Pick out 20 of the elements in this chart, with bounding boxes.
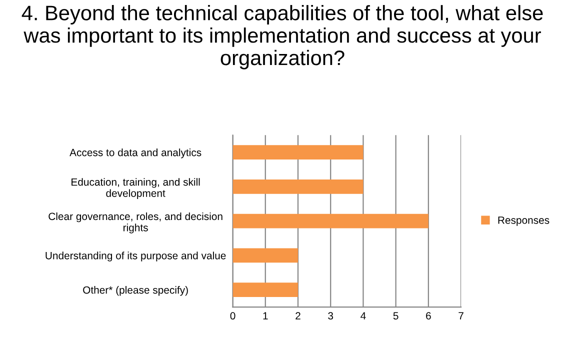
bar [232, 179, 364, 194]
x-tick-label: 4 [360, 312, 366, 320]
legend-label: Responses [498, 216, 550, 226]
y-tick-label: Clear governance, roles, and decision rights [48, 212, 222, 234]
x-tick-label: 5 [393, 312, 398, 320]
bar [232, 145, 364, 160]
bar [232, 214, 428, 228]
x-tick-label: 1 [263, 312, 268, 320]
x-tick-label: 7 [458, 312, 464, 320]
bar [232, 248, 298, 263]
y-tick-label: Understanding of its purpose and value [46, 252, 226, 262]
x-tick-label: 3 [328, 312, 334, 320]
chart-title: 4. Beyond the technical capabilities of the tool, what else was important to its implementation and success at your organization? [22, 5, 543, 70]
bar [232, 282, 298, 298]
x-tick-label: 2 [296, 312, 300, 320]
y-tick-label: Education, training, and skill development [72, 178, 200, 199]
x-tick-label: 6 [426, 312, 431, 320]
y-tick-label: Other* (please specify) [83, 286, 188, 296]
x-tick-label: 0 [230, 312, 236, 320]
y-tick-label: Access to data and analytics [70, 148, 202, 158]
